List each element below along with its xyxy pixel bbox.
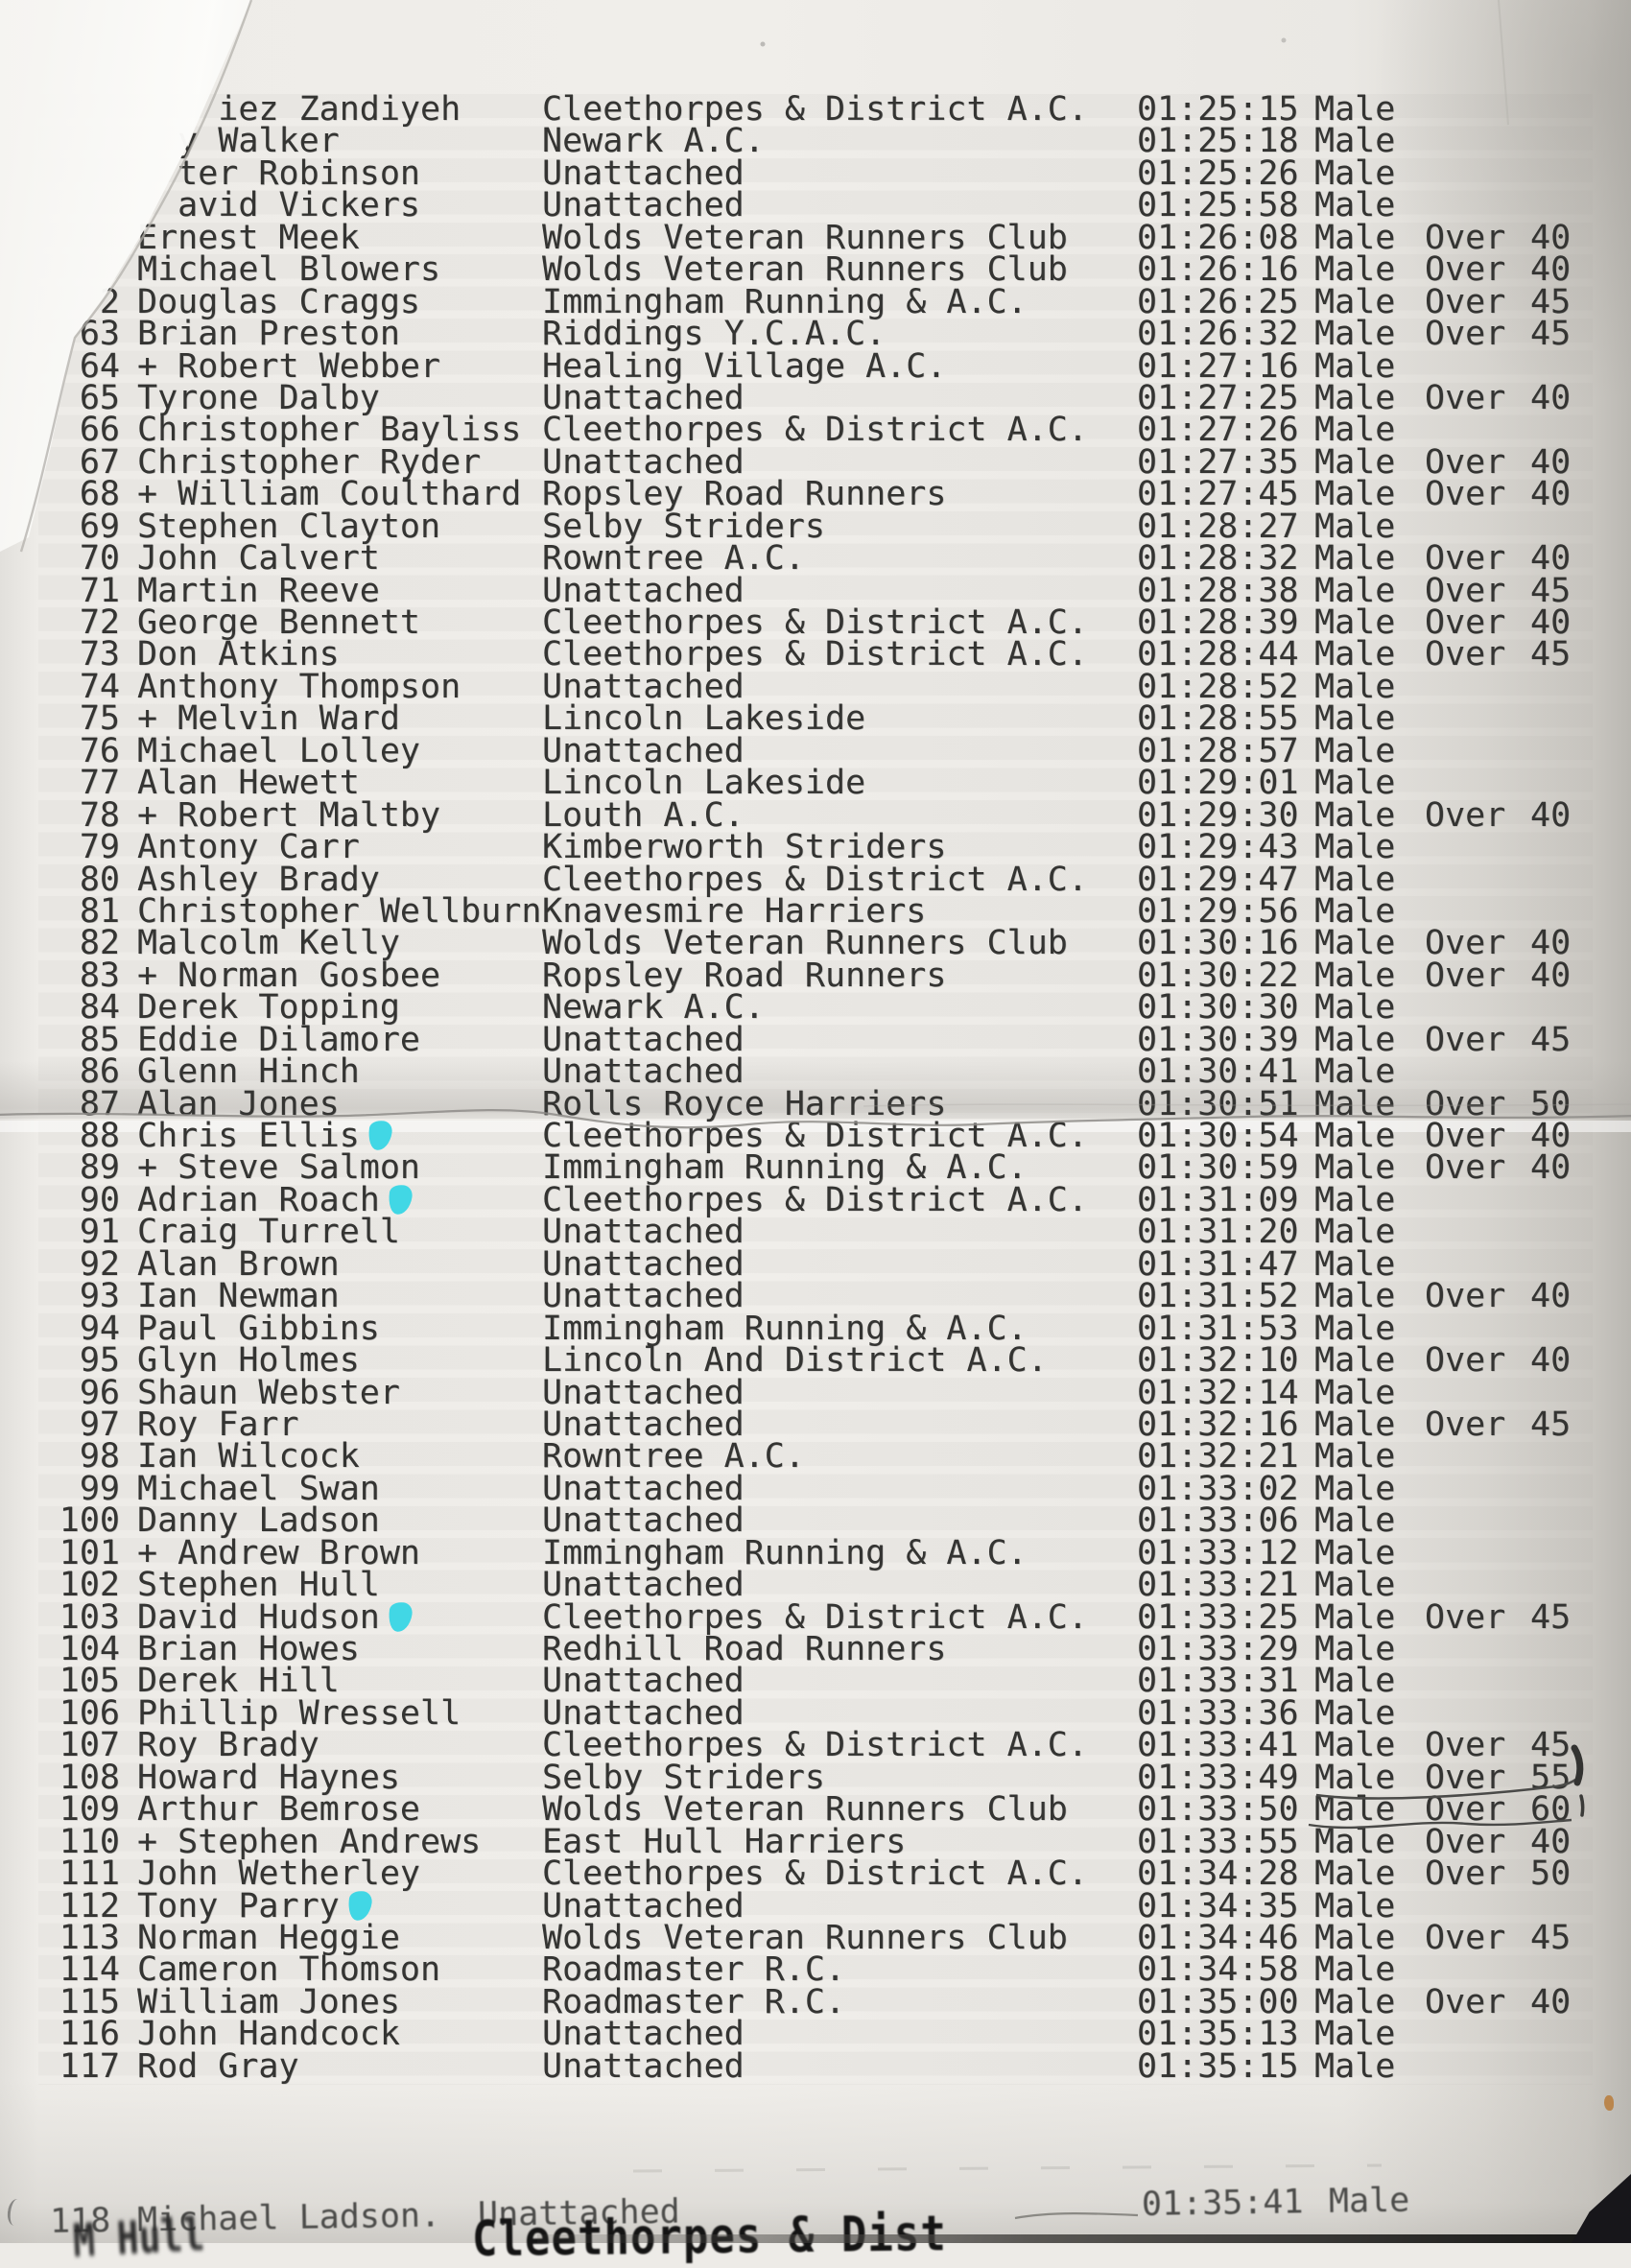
- pen-underline-over55: [1315, 1778, 1576, 1800]
- smudge-dashes: [632, 2163, 1383, 2173]
- crease-shadow-line: [19, 0, 253, 553]
- orange-speck: [1604, 2095, 1614, 2111]
- scan-speck: [1281, 37, 1287, 43]
- time-cell: 01:35:41: [1141, 2183, 1304, 2224]
- gender-cell: Male: [1328, 2181, 1410, 2221]
- paper-tear-line: [0, 1109, 1631, 1129]
- pen-underline-over60: [1308, 1818, 1572, 1830]
- fold-line-top-right: [1498, 0, 1509, 126]
- pen-tick-thin: [1579, 1794, 1585, 1817]
- scan-speck: [760, 41, 766, 47]
- pen-tick-bold: [1571, 1744, 1584, 1786]
- footer-ink-smudge: M Hull: [71, 2207, 206, 2268]
- scan-bottom-edge-strip: [537, 2234, 1631, 2243]
- paper-tear-secondary-line: [863, 1103, 1631, 1107]
